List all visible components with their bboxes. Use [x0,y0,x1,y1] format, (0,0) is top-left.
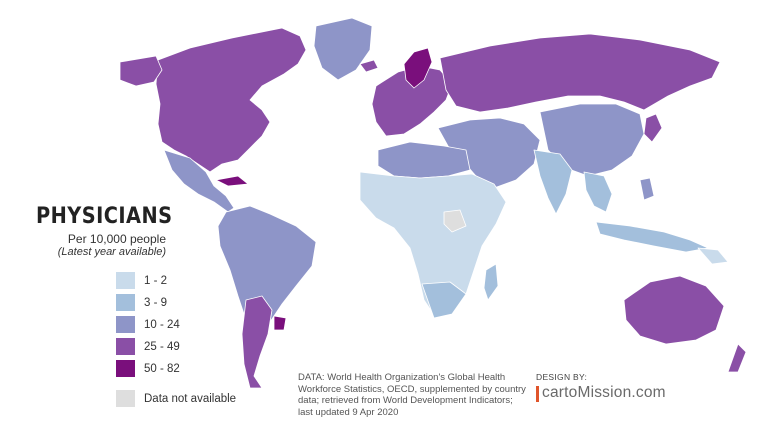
region-canada-usa [155,27,307,173]
region-philippines [639,177,655,201]
legend-swatch [116,390,135,407]
legend-item: 25 - 49 [116,336,236,357]
legend-swatch [116,294,135,311]
region-north-africa [377,141,471,179]
region-australia [623,275,725,345]
region-mexico-central-america [163,149,235,213]
region-new-zealand [727,343,747,373]
map-subtitle-note: (Latest year available) [57,246,166,258]
region-indonesia [595,221,709,253]
region-southern-africa [421,281,467,319]
legend-swatch [116,360,135,377]
region-scandinavia [403,47,433,89]
region-africa [359,171,507,319]
region-japan-korea [643,113,663,143]
design-credit: DESIGN BY: cartoMission.com [536,372,666,402]
legend-title-block: PHYSICIANS Per 10,000 people (Latest yea… [36,204,173,259]
legend-item-no-data: Data not available [116,388,236,409]
region-madagascar [483,263,499,301]
region-alaska [119,55,163,87]
legend-label: 25 - 49 [144,340,180,353]
region-iceland [359,59,379,73]
legend-swatch [116,272,135,289]
map-subtitle: Per 10,000 people [67,232,166,246]
region-russia [439,33,721,113]
region-cuba [215,175,249,187]
legend-swatch [116,338,135,355]
brand-logo-mark [536,386,539,402]
legend-label: 3 - 9 [144,296,168,309]
region-no-data-africa [443,209,467,233]
region-uruguay [273,315,287,331]
brand-name: cartoMission.com [542,384,666,401]
design-by-label: DESIGN BY: [536,372,588,382]
region-southeast-asia [583,171,613,213]
legend-item: 50 - 82 [116,358,236,379]
region-argentina-chile [241,295,273,389]
legend-item: 10 - 24 [116,314,236,335]
legend-label: 50 - 82 [144,362,180,375]
legend-label: Data not available [144,392,237,405]
legend-label: 10 - 24 [144,318,180,331]
legend-swatch [116,316,135,333]
region-south-america [217,205,317,337]
brand: cartoMission.com [536,384,666,402]
region-india [533,149,573,215]
region-greenland [313,17,373,81]
legend: 1 - 2 3 - 9 10 - 24 25 - 49 50 - 82 Data… [116,270,236,410]
map-title: PHYSICIANS [36,204,173,229]
legend-label: 1 - 2 [144,274,168,287]
legend-item: 3 - 9 [116,292,236,313]
data-source-credits: DATA: World Health Organization's Global… [298,372,526,418]
legend-item: 1 - 2 [116,270,236,291]
region-png [697,247,729,265]
